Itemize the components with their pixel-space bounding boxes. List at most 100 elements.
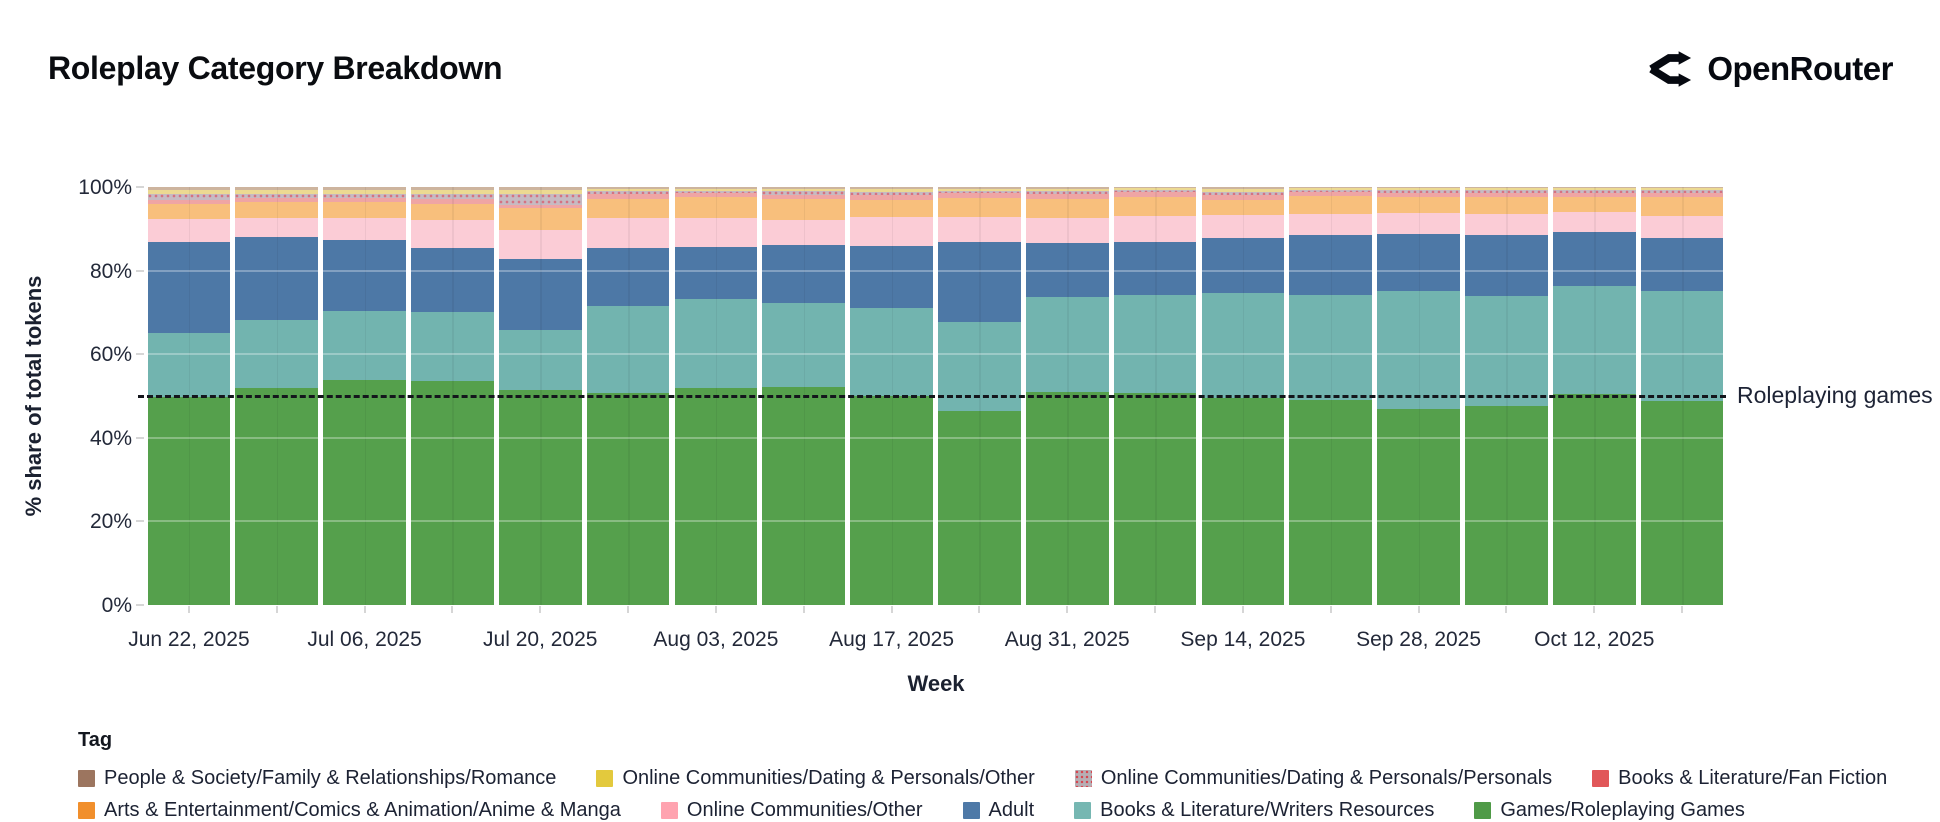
bar-segment[interactable] (674, 197, 758, 218)
bar-segment[interactable] (850, 194, 933, 200)
bar-segment[interactable] (498, 389, 582, 605)
bar-segment[interactable] (586, 188, 670, 192)
bar-segment[interactable] (1113, 196, 1197, 217)
bar-segment[interactable] (147, 219, 231, 242)
bar-segment[interactable] (323, 193, 406, 199)
bar-segment[interactable] (1289, 196, 1373, 215)
bar-segment[interactable] (1025, 191, 1109, 195)
bar-segment[interactable] (1552, 190, 1636, 193)
bar-segment[interactable] (1113, 241, 1197, 296)
bar-segment[interactable] (674, 188, 758, 191)
bar-segment[interactable] (1552, 394, 1636, 605)
bar-segment[interactable] (1113, 190, 1197, 193)
bar-segment[interactable] (147, 396, 231, 605)
bar-segment[interactable] (1377, 187, 1460, 189)
bar-segment[interactable] (762, 191, 846, 195)
bar-segment[interactable] (323, 187, 406, 191)
bar-segment[interactable] (1465, 190, 1548, 193)
bar-segment[interactable] (1377, 192, 1460, 198)
bar-segment[interactable] (1377, 213, 1460, 234)
bar-segment[interactable] (323, 198, 406, 203)
bar-segment[interactable] (235, 388, 319, 605)
bar-segment[interactable] (1025, 194, 1109, 200)
bar-segment[interactable] (498, 230, 582, 260)
bar-segment[interactable] (938, 190, 1021, 194)
bar-segment[interactable] (850, 191, 933, 195)
bar-segment[interactable] (938, 216, 1021, 242)
bar-segment[interactable] (1465, 197, 1548, 215)
bar-segment[interactable] (1377, 233, 1460, 292)
bar-segment[interactable] (674, 299, 758, 388)
bar-segment[interactable] (762, 199, 846, 220)
bar-segment[interactable] (1552, 232, 1636, 287)
bar-segment[interactable] (762, 302, 846, 387)
bar-segment[interactable] (235, 194, 319, 199)
bar-segment[interactable] (850, 216, 933, 246)
bar-segment[interactable] (1201, 237, 1285, 293)
bar-segment[interactable] (1465, 188, 1548, 191)
bar-segment[interactable] (498, 187, 582, 190)
bar-segment[interactable] (938, 193, 1021, 198)
bar-segment[interactable] (411, 199, 494, 204)
bar-segment[interactable] (235, 320, 319, 389)
bar-segment[interactable] (1465, 187, 1548, 189)
bar-segment[interactable] (1640, 215, 1724, 238)
bar-segment[interactable] (147, 199, 231, 204)
bar-segment[interactable] (674, 246, 758, 300)
bar-segment[interactable] (674, 193, 758, 198)
bar-segment[interactable] (586, 248, 670, 307)
bar-segment[interactable] (323, 202, 406, 219)
bar-segment[interactable] (323, 218, 406, 241)
bar-segment[interactable] (1025, 218, 1109, 244)
bar-segment[interactable] (1201, 215, 1285, 238)
bar-segment[interactable] (586, 218, 670, 249)
bar-segment[interactable] (498, 330, 582, 390)
bar-segment[interactable] (938, 188, 1021, 191)
bar-segment[interactable] (850, 245, 933, 308)
bar-segment[interactable] (1113, 187, 1197, 189)
bar-segment[interactable] (323, 310, 406, 380)
bar-segment[interactable] (586, 187, 670, 189)
bar-segment[interactable] (1289, 188, 1373, 190)
bar-segment[interactable] (586, 194, 670, 200)
bar-segment[interactable] (1377, 291, 1460, 410)
legend-item[interactable]: Books & Literature/Fan Fiction (1592, 767, 1887, 790)
bar-segment[interactable] (1289, 214, 1373, 236)
bar-segment[interactable] (235, 202, 319, 219)
bar-segment[interactable] (411, 220, 494, 249)
bar-segment[interactable] (1552, 192, 1636, 198)
bar-segment[interactable] (1377, 190, 1460, 193)
bar-segment[interactable] (411, 203, 494, 221)
bar-segment[interactable] (1552, 286, 1636, 395)
bar-segment[interactable] (147, 187, 231, 191)
bar-segment[interactable] (850, 396, 933, 605)
bar-segment[interactable] (586, 199, 670, 219)
bar-segment[interactable] (498, 208, 582, 231)
bar-segment[interactable] (1377, 197, 1460, 214)
bar-segment[interactable] (586, 191, 670, 195)
bar-segment[interactable] (1377, 409, 1460, 605)
bar-segment[interactable] (938, 411, 1021, 605)
legend-item[interactable]: Online Communities/Dating & Personals/Ot… (596, 767, 1035, 790)
bar-segment[interactable] (938, 197, 1021, 217)
bar-segment[interactable] (938, 322, 1021, 412)
bar-segment[interactable] (762, 245, 846, 303)
legend-item[interactable]: Arts & Entertainment/Comics & Animation/… (78, 799, 621, 822)
bar-segment[interactable] (1640, 401, 1724, 605)
bar-segment[interactable] (1025, 296, 1109, 392)
bar-segment[interactable] (1465, 214, 1548, 236)
bar-segment[interactable] (1465, 235, 1548, 297)
bar-segment[interactable] (850, 199, 933, 217)
bar-segment[interactable] (1552, 188, 1636, 191)
bar-segment[interactable] (1201, 188, 1285, 192)
bar-segment[interactable] (323, 379, 406, 605)
bar-segment[interactable] (1289, 235, 1373, 296)
bar-segment[interactable] (1201, 397, 1285, 605)
bar-segment[interactable] (1289, 192, 1373, 197)
bar-segment[interactable] (411, 187, 494, 191)
bar-segment[interactable] (1113, 216, 1197, 242)
bar-segment[interactable] (762, 188, 846, 192)
bar-segment[interactable] (1465, 406, 1548, 605)
bar-segment[interactable] (1025, 391, 1109, 605)
legend-item[interactable]: Online Communities/Dating & Personals/Pe… (1074, 767, 1552, 790)
